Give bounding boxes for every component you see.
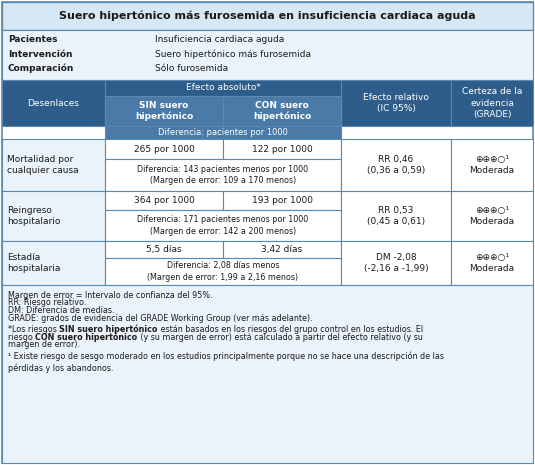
- Text: SIN suero
hipertónico: SIN suero hipertónico: [135, 100, 193, 121]
- Text: Efecto absoluto*: Efecto absoluto*: [186, 84, 261, 93]
- Text: Diferencia: 2,08 días menos
(Margen de error: 1,99 a 2,16 menos): Diferencia: 2,08 días menos (Margen de e…: [148, 261, 299, 282]
- Text: 364 por 1000: 364 por 1000: [134, 196, 194, 205]
- Bar: [341, 241, 451, 285]
- Bar: [223, 139, 341, 159]
- Text: ⊕⊕⊕○¹
Moderada: ⊕⊕⊕○¹ Moderada: [469, 155, 515, 175]
- Text: ⊕⊕⊕○¹
Moderada: ⊕⊕⊕○¹ Moderada: [469, 253, 515, 273]
- Text: RR: Riesgo relativo.: RR: Riesgo relativo.: [8, 299, 86, 307]
- Bar: [223, 241, 341, 258]
- Bar: [223, 191, 341, 210]
- Text: Comparación: Comparación: [8, 64, 74, 73]
- Text: RR 0,46
(0,36 a 0,59): RR 0,46 (0,36 a 0,59): [367, 155, 425, 175]
- Text: 3,42 días: 3,42 días: [262, 245, 303, 254]
- Text: Diferencia: 143 pacientes menos por 1000
(Margen de error: 109 a 170 menos): Diferencia: 143 pacientes menos por 1000…: [137, 165, 309, 185]
- Bar: [2, 80, 105, 126]
- Text: ⊕⊕⊕○¹
Moderada: ⊕⊕⊕○¹ Moderada: [469, 206, 515, 226]
- Text: 193 por 1000: 193 por 1000: [251, 196, 312, 205]
- Bar: [341, 139, 451, 191]
- Bar: [105, 80, 341, 96]
- Text: DM: Diferencia de medias.: DM: Diferencia de medias.: [8, 306, 114, 315]
- Text: (y su margen de error) está calculado a partir del efecto relativo (y su: (y su margen de error) está calculado a …: [137, 332, 422, 341]
- Text: margen de error).: margen de error).: [8, 340, 80, 349]
- Text: SIN suero hipertónico: SIN suero hipertónico: [59, 325, 158, 334]
- Text: Efecto relativo
(IC 95%): Efecto relativo (IC 95%): [363, 93, 429, 113]
- Text: Suero hipertónico más furosemida: Suero hipertónico más furosemida: [155, 50, 311, 59]
- Text: Suero hipertónico más furosemida en insuficiencia cardiaca aguda: Suero hipertónico más furosemida en insu…: [59, 11, 476, 21]
- Text: Desenlaces: Desenlaces: [28, 99, 79, 107]
- Text: Estadía
hospitalaria: Estadía hospitalaria: [7, 253, 60, 273]
- Text: GRADE: grados de evidencia del GRADE Working Group (ver más adelante).: GRADE: grados de evidencia del GRADE Wor…: [8, 314, 312, 323]
- Text: DM -2,08
(-2,16 a -1,99): DM -2,08 (-2,16 a -1,99): [364, 253, 429, 273]
- Text: riesgo: riesgo: [8, 332, 35, 341]
- Bar: [2, 30, 533, 80]
- Bar: [105, 96, 223, 126]
- Text: 265 por 1000: 265 por 1000: [134, 145, 194, 153]
- Bar: [223, 96, 341, 126]
- Bar: [2, 2, 533, 30]
- Text: CON suero
hipertónico: CON suero hipertónico: [253, 100, 311, 121]
- Text: están basados en los riesgos del grupo control en los estudios. El: están basados en los riesgos del grupo c…: [158, 325, 423, 334]
- Text: Diferencia: 171 pacientes menos por 1000
(Margen de error: 142 a 200 menos): Diferencia: 171 pacientes menos por 1000…: [137, 215, 309, 236]
- Text: 5,5 días: 5,5 días: [146, 245, 182, 254]
- Bar: [451, 191, 533, 241]
- Text: Sólo furosemida: Sólo furosemida: [155, 64, 228, 73]
- Bar: [105, 241, 223, 258]
- Bar: [105, 210, 341, 241]
- Bar: [2, 285, 533, 463]
- Bar: [451, 80, 533, 126]
- Bar: [105, 191, 223, 210]
- Text: ¹ Existe riesgo de sesgo moderado en los estudios principalmente porque no se ha: ¹ Existe riesgo de sesgo moderado en los…: [8, 351, 444, 373]
- Bar: [451, 139, 533, 191]
- Text: Reingreso
hospitalario: Reingreso hospitalario: [7, 206, 60, 226]
- Bar: [105, 258, 341, 285]
- Text: 122 por 1000: 122 por 1000: [251, 145, 312, 153]
- Text: RR 0,53
(0,45 a 0,61): RR 0,53 (0,45 a 0,61): [367, 206, 425, 226]
- Text: Mortalidad por
cualquier causa: Mortalidad por cualquier causa: [7, 155, 79, 175]
- Bar: [105, 126, 341, 139]
- Text: Margen de error = Intervalo de confianza del 95%.: Margen de error = Intervalo de confianza…: [8, 291, 212, 299]
- Text: Insuficiencia cardiaca aguda: Insuficiencia cardiaca aguda: [155, 35, 284, 45]
- Bar: [105, 159, 341, 191]
- Bar: [2, 191, 105, 241]
- Bar: [341, 80, 451, 126]
- Text: Intervención: Intervención: [8, 50, 73, 59]
- Text: Diferencia: pacientes por 1000: Diferencia: pacientes por 1000: [158, 128, 288, 137]
- Text: *Los riesgos: *Los riesgos: [8, 325, 59, 334]
- Text: Certeza de la
evidencia
(GRADE): Certeza de la evidencia (GRADE): [462, 87, 522, 119]
- Bar: [2, 139, 105, 191]
- Bar: [105, 139, 223, 159]
- Bar: [2, 241, 105, 285]
- Bar: [451, 241, 533, 285]
- Text: CON suero hipertónico: CON suero hipertónico: [35, 332, 137, 342]
- Bar: [341, 191, 451, 241]
- Text: Pacientes: Pacientes: [8, 35, 57, 45]
